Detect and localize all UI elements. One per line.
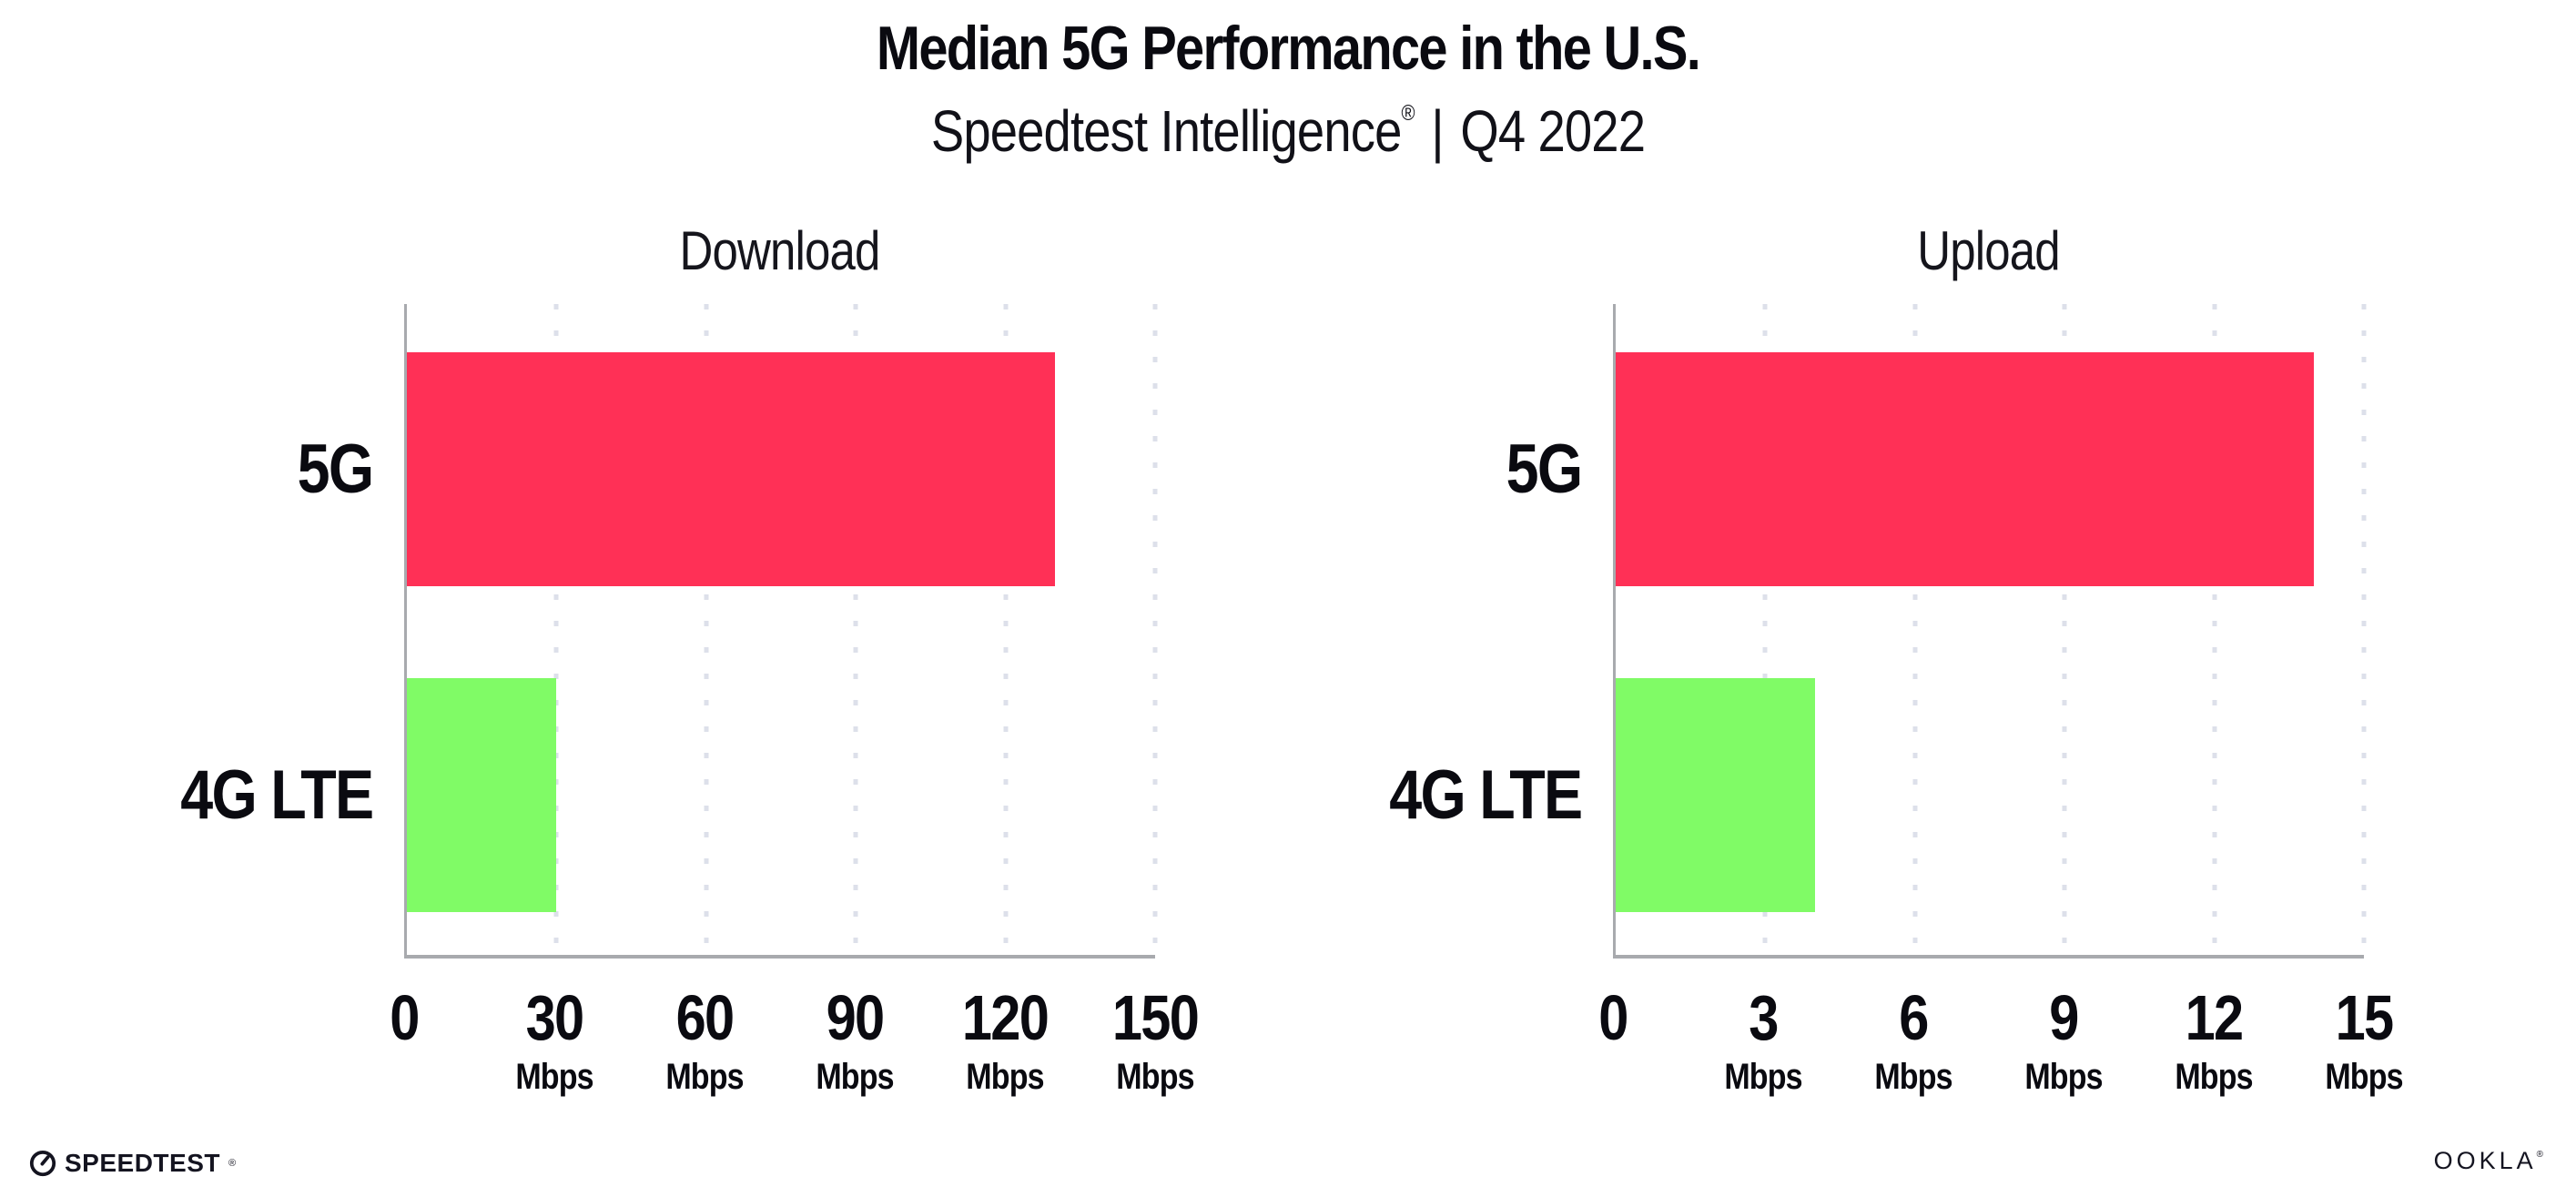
download-4g-lte-bar [407, 678, 557, 912]
x-tick: 60 Mbps [665, 982, 744, 1097]
gridline-vertical [704, 304, 709, 955]
speedtest-gauge-icon [29, 1150, 56, 1177]
subtitle-separator: | [1431, 98, 1444, 164]
upload-4g-lte-bar [1616, 678, 1816, 912]
x-tick-value: 12 [2185, 982, 2245, 1053]
x-tick: 3 Mbps [1724, 982, 1802, 1097]
x-tick-unit: Mbps [816, 1057, 894, 1097]
upload-plot-area: 5G 4G LTE [1389, 304, 2367, 959]
registered-mark: ® [1401, 101, 1415, 126]
x-tick-value: 6 [1899, 982, 1929, 1053]
ookla-registered-mark: ® [2536, 1150, 2543, 1160]
category-label-4g-lte: 4G LTE [1388, 756, 1583, 834]
gridline-vertical [1762, 304, 1768, 955]
x-tick-unit: Mbps [966, 1057, 1044, 1097]
subtitle-period: Q4 2022 [1460, 98, 1646, 164]
gridline-vertical [2062, 304, 2067, 955]
gridline-vertical [1003, 304, 1009, 955]
x-tick: 9 Mbps [2024, 982, 2103, 1097]
download-plot-area: 5G 4G LTE [180, 304, 1158, 959]
x-tick-unit: Mbps [2024, 1057, 2103, 1097]
upload-5g-bar [1616, 352, 2315, 586]
x-tick-value: 15 [2335, 982, 2395, 1053]
subtitle-brand: Speedtest Intelligence [930, 98, 1402, 164]
upload-x-axis-ticks: 0 3 Mbps 6 Mbps 9 Mbps 12 Mbps 15 Mbps [1598, 982, 2403, 1131]
x-tick: 150 Mbps [1111, 982, 1200, 1097]
x-tick-value: 90 [826, 982, 886, 1053]
x-tick-value: 120 [961, 982, 1050, 1053]
x-tick: 0 [1598, 982, 1628, 1053]
x-tick-value: 30 [525, 982, 585, 1053]
x-tick: 0 [390, 982, 420, 1053]
speedtest-logo: SPEEDTEST ® [29, 1150, 236, 1177]
x-tick: 30 Mbps [515, 986, 593, 1095]
ookla-logo: OOKLA® [2434, 1149, 2543, 1173]
ookla-wordmark: OOKLA [2433, 1147, 2537, 1174]
x-tick-value: 60 [675, 982, 735, 1053]
gridline-vertical [2361, 304, 2367, 955]
x-tick: 120 Mbps [961, 982, 1050, 1097]
gridline-vertical [2212, 304, 2217, 955]
x-tick-value: 0 [390, 982, 420, 1053]
x-tick-unit: Mbps [665, 1057, 744, 1097]
x-tick-unit: Mbps [1116, 1057, 1194, 1097]
figure-subtitle: Speedtest Intelligence® | Q4 2022 [193, 95, 2383, 167]
x-tick-unit: Mbps [1724, 1057, 1802, 1097]
x-tick-value: 150 [1111, 982, 1200, 1053]
x-tick: 12 Mbps [2175, 982, 2253, 1097]
download-x-axis-ticks: 0 30 Mbps 60 Mbps 90 Mbps 120 Mbps 150 M… [390, 982, 1199, 1131]
speedtest-wordmark: SPEEDTEST [65, 1149, 220, 1177]
x-tick-unit: Mbps [2175, 1057, 2253, 1097]
x-tick: 90 Mbps [816, 982, 894, 1097]
category-label-4g-lte: 4G LTE [179, 756, 374, 834]
figure-title: Median 5G Performance in the U.S. [876, 14, 1701, 83]
x-tick: 6 Mbps [1874, 986, 1952, 1095]
upload-chart-title: Upload [1917, 220, 2060, 281]
x-tick-value: 3 [1749, 982, 1779, 1053]
download-chart-title: Download [679, 220, 880, 281]
gridline-vertical [1152, 304, 1158, 955]
x-tick: 15 Mbps [2325, 982, 2403, 1097]
download-5g-bar [407, 352, 1056, 586]
x-tick-value: 0 [1598, 982, 1628, 1053]
x-tick-unit: Mbps [515, 1057, 593, 1097]
category-label-5g: 5G [1506, 431, 1582, 508]
gridline-vertical [1912, 304, 1918, 955]
speedtest-registered-mark: ® [228, 1158, 237, 1169]
x-tick-value: 9 [2049, 982, 2079, 1053]
category-label-5g: 5G [297, 431, 373, 508]
gridline-vertical [853, 304, 858, 955]
gridline-vertical [553, 304, 559, 955]
x-tick-unit: Mbps [1874, 1057, 1952, 1097]
x-tick-unit: Mbps [2325, 1057, 2403, 1097]
